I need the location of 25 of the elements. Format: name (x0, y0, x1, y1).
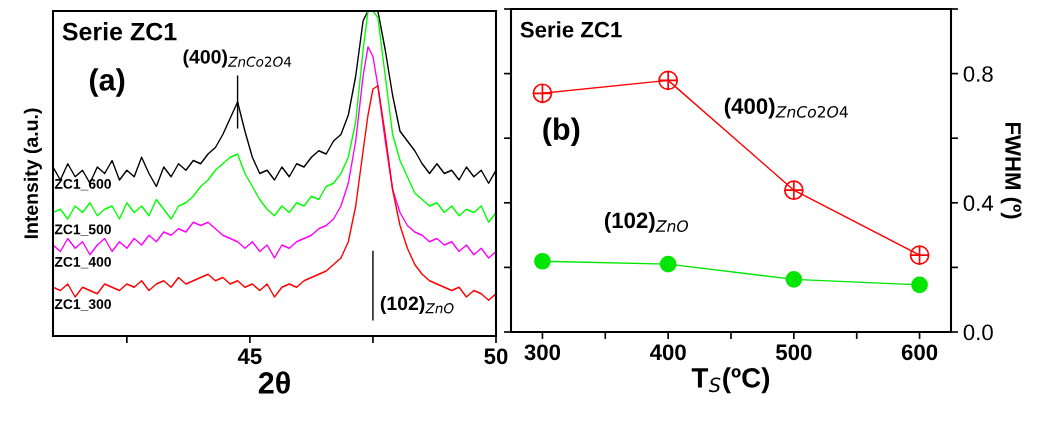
series-label: (400)$_{ZnCo2O4}$ (724, 97, 848, 119)
x-tick-label: 50 (484, 348, 508, 365)
annotation: Serie ZC1 (62, 22, 177, 41)
y-tick-label: 0.4 (963, 195, 994, 212)
annotation: (400)$_{ZnCo2O4}$ (183, 49, 292, 68)
x-tick-label: 500 (776, 344, 812, 361)
ref-line-label: (102)$_{ZnO}$ (380, 295, 454, 315)
series-label: ZC1_300 (54, 299, 111, 311)
x-tick-label: 400 (649, 344, 686, 361)
annotation: (a) (89, 68, 125, 97)
annotation: Serie ZC1 (520, 21, 622, 38)
y-axis-title: Intensity (a.u.) (23, 108, 42, 239)
series-label: ZC1_600 (54, 178, 111, 191)
x-tick-label: 600 (901, 344, 938, 361)
y-axis-title: FWHM (º) (1000, 122, 1022, 219)
x-tick-label: 45 (237, 348, 262, 365)
y-tick-label: 0.8 (963, 66, 993, 82)
annotation: (b) (543, 117, 580, 146)
y-tick-label: 0.0 (963, 324, 993, 341)
x-axis-title: T$_{S}$(ºC) (691, 367, 770, 394)
series-label: ZC1_400 (54, 256, 111, 269)
x-axis-title: 2θ (258, 371, 290, 394)
series-label: (102)$_{ZnO}$ (604, 211, 689, 233)
series-label: ZC1_500 (54, 224, 111, 236)
x-tick-label: 300 (524, 344, 561, 361)
